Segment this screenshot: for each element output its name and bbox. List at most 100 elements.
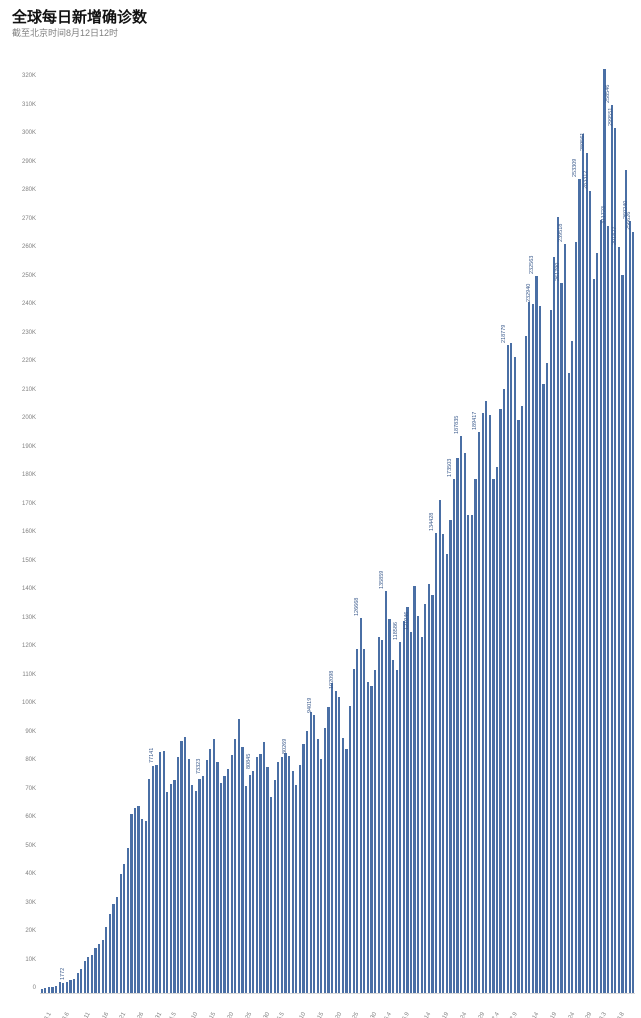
- bar-rect: [360, 618, 362, 994]
- bar: [227, 769, 229, 994]
- x-tick: 3.16: [99, 1012, 110, 1018]
- bar-rect: [399, 642, 401, 994]
- bar: [553, 257, 555, 994]
- bar-rect: [109, 914, 111, 994]
- bar-rect: [575, 242, 577, 994]
- bar-value-label: 189417: [472, 411, 478, 429]
- bar: [374, 670, 376, 994]
- y-tick: 250K: [0, 273, 36, 279]
- bar: [575, 242, 577, 994]
- bar-rect: [578, 179, 580, 994]
- bar: [424, 604, 426, 994]
- bar-rect: [539, 306, 541, 994]
- x-tick: 8.3: [599, 1012, 608, 1018]
- bar-rect: [184, 737, 186, 994]
- bar: [159, 752, 161, 994]
- bar: [270, 797, 272, 994]
- bar: 126668: [360, 618, 362, 994]
- bar-rect: [535, 276, 537, 994]
- y-tick: 130K: [0, 615, 36, 621]
- bar-rect: [302, 744, 304, 994]
- bar: [249, 775, 251, 994]
- bar: 260240: [629, 221, 631, 994]
- bar: [123, 864, 125, 994]
- bar: [166, 792, 168, 994]
- bar: [284, 753, 286, 994]
- y-tick: 190K: [0, 444, 36, 450]
- bar: 299551: [614, 128, 616, 994]
- bar: [223, 776, 225, 995]
- bar-rect: [424, 604, 426, 994]
- bar-rect: [252, 771, 254, 994]
- bar-rect: [123, 864, 125, 994]
- bar: [403, 621, 405, 994]
- bar-value-label: 173503: [447, 459, 453, 477]
- bar: 232563: [535, 276, 537, 994]
- bar: [84, 961, 86, 994]
- bar: [141, 819, 143, 994]
- bar: [446, 554, 448, 994]
- bar-value-label: 232563: [529, 256, 535, 274]
- bar-rect: [206, 760, 208, 994]
- bar-rect: [431, 595, 433, 994]
- bar: [137, 806, 139, 994]
- bar-value-label: 253309: [572, 159, 578, 177]
- bar: [439, 500, 441, 994]
- bar-rect: [442, 534, 444, 994]
- bar-value-label: 80845: [246, 754, 252, 769]
- bar: [277, 762, 279, 994]
- bar: 80269: [288, 756, 290, 994]
- y-tick: 310K: [0, 102, 36, 108]
- bar: [342, 738, 344, 994]
- bar-rect: [202, 776, 204, 994]
- bar: 289561: [586, 153, 588, 994]
- bar: [467, 515, 469, 994]
- bar-rect: [277, 762, 279, 994]
- bar: [482, 413, 484, 994]
- bar-rect: [306, 731, 308, 994]
- bar: 80845: [252, 771, 254, 994]
- bar: [464, 453, 466, 994]
- x-tick: 3.26: [135, 1012, 146, 1018]
- y-tick: 60K: [0, 814, 36, 820]
- bar-rect: [102, 940, 104, 994]
- bar: [521, 406, 523, 994]
- x-tick: 4.30: [260, 1012, 271, 1018]
- y-tick: 180K: [0, 472, 36, 478]
- bar-rect: [324, 728, 326, 994]
- bar: [421, 637, 423, 994]
- bar-rect: [439, 500, 441, 994]
- x-tick: 4.10: [188, 1012, 199, 1018]
- bar: 256626: [632, 232, 634, 994]
- bar-rect: [406, 607, 408, 994]
- bar: [471, 515, 473, 994]
- y-tick: 50K: [0, 843, 36, 849]
- bar: 253309: [578, 179, 580, 994]
- bar-rect: [367, 682, 369, 994]
- bar-rect: [542, 384, 544, 994]
- bar: [69, 980, 71, 994]
- bar: [259, 754, 261, 994]
- bar: [406, 607, 408, 994]
- x-tick: 6.4: [384, 1012, 393, 1018]
- bar: 173503: [453, 479, 455, 994]
- bar: [528, 302, 530, 994]
- bar-rect: [557, 217, 559, 994]
- bar-rect: [105, 927, 107, 994]
- bar-rect: [87, 957, 89, 994]
- bar-rect: [292, 771, 294, 994]
- y-tick: 40K: [0, 871, 36, 877]
- bar-rect: [582, 134, 584, 994]
- bar-rect: [517, 420, 519, 994]
- bar-rect: [507, 345, 509, 995]
- y-tick: 10K: [0, 957, 36, 963]
- bar: [302, 744, 304, 994]
- bar-rect: [112, 904, 114, 994]
- bar-rect: [363, 649, 365, 994]
- x-tick: 6.24: [457, 1012, 468, 1018]
- bar: [381, 640, 383, 994]
- y-tick: 170K: [0, 501, 36, 507]
- bar-rect: [313, 715, 315, 994]
- bar-rect: [80, 969, 82, 994]
- bar-rect: [152, 766, 154, 994]
